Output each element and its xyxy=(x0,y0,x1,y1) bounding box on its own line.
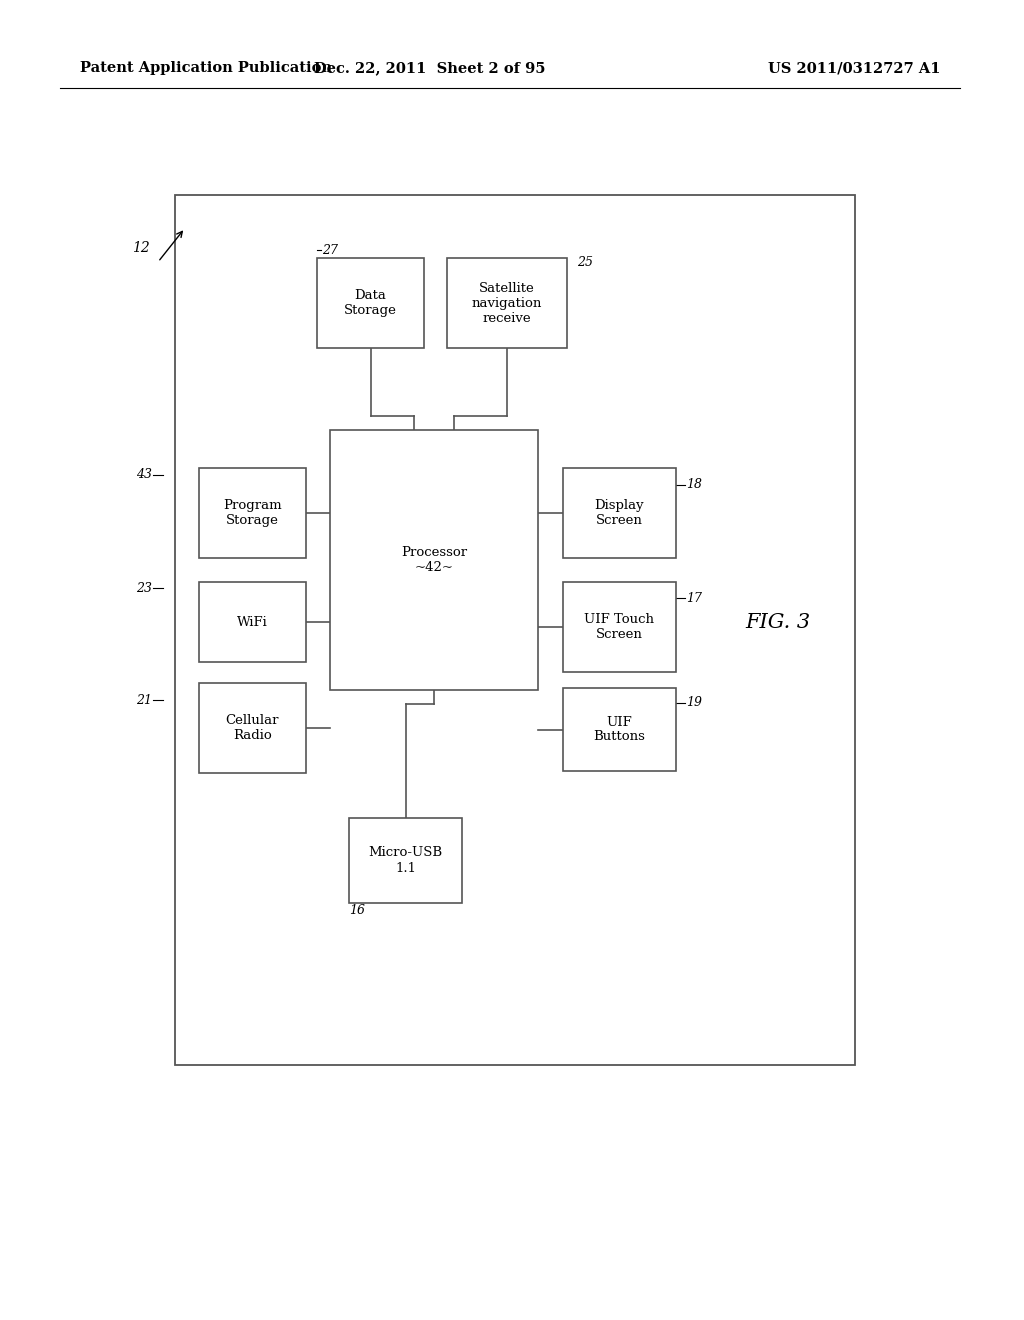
Text: 16: 16 xyxy=(349,903,365,916)
Text: US 2011/0312727 A1: US 2011/0312727 A1 xyxy=(768,61,940,75)
Text: FIG. 3: FIG. 3 xyxy=(745,612,810,631)
Text: 12: 12 xyxy=(132,242,150,255)
Bar xyxy=(199,469,306,558)
Text: 27: 27 xyxy=(322,243,338,256)
Bar xyxy=(330,430,538,690)
Bar xyxy=(175,195,855,1065)
Bar xyxy=(317,257,424,348)
Bar xyxy=(447,257,567,348)
Text: 25: 25 xyxy=(577,256,593,269)
Text: Cellular
Radio: Cellular Radio xyxy=(225,714,280,742)
Bar xyxy=(563,582,676,672)
Text: Display
Screen: Display Screen xyxy=(595,499,644,527)
Bar xyxy=(199,682,306,774)
Text: 18: 18 xyxy=(686,479,702,491)
Text: Program
Storage: Program Storage xyxy=(223,499,282,527)
Text: Dec. 22, 2011  Sheet 2 of 95: Dec. 22, 2011 Sheet 2 of 95 xyxy=(314,61,546,75)
Text: 21: 21 xyxy=(136,693,152,706)
Text: 23: 23 xyxy=(136,582,152,594)
Bar xyxy=(199,582,306,663)
Text: Patent Application Publication: Patent Application Publication xyxy=(80,61,332,75)
Text: WiFi: WiFi xyxy=(238,615,268,628)
Text: Micro-USB
1.1: Micro-USB 1.1 xyxy=(369,846,442,874)
Text: Data
Storage: Data Storage xyxy=(344,289,397,317)
Text: 17: 17 xyxy=(686,591,702,605)
Text: UIF Touch
Screen: UIF Touch Screen xyxy=(585,612,654,642)
Text: Processor
~42~: Processor ~42~ xyxy=(401,546,467,574)
Text: UIF
Buttons: UIF Buttons xyxy=(594,715,645,743)
Bar xyxy=(563,469,676,558)
Bar xyxy=(563,688,676,771)
Text: 19: 19 xyxy=(686,697,702,710)
Text: 43: 43 xyxy=(136,469,152,482)
Text: Satellite
navigation
receive: Satellite navigation receive xyxy=(472,281,542,325)
Bar xyxy=(349,818,462,903)
